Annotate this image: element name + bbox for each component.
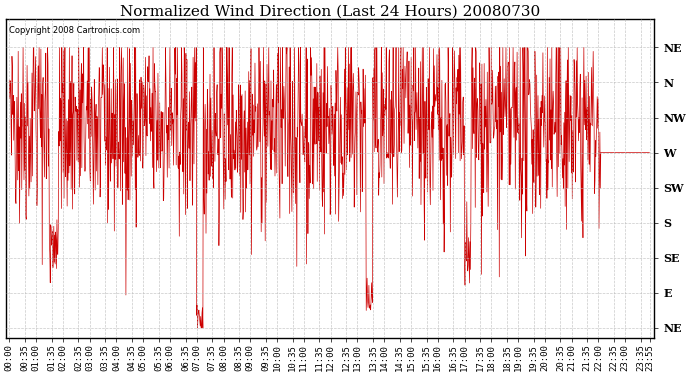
Title: Normalized Wind Direction (Last 24 Hours) 20080730: Normalized Wind Direction (Last 24 Hours… — [120, 4, 540, 18]
Text: Copyright 2008 Cartronics.com: Copyright 2008 Cartronics.com — [9, 26, 140, 35]
